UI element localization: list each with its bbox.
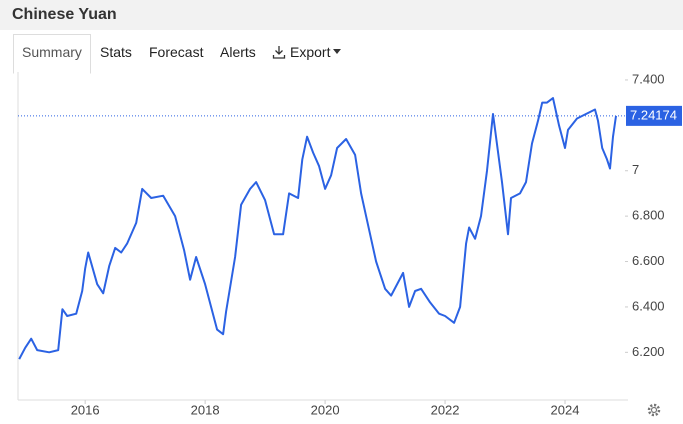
- series-line: [18, 97, 617, 360]
- settings-icon[interactable]: [647, 403, 661, 417]
- last-value-box: [626, 105, 682, 126]
- tab[interactable]: Stats: [100, 44, 132, 60]
- y-tick-label: 6.800: [632, 208, 665, 223]
- y-tick-label: 6.600: [632, 253, 665, 268]
- tab-active-box: [13, 34, 91, 74]
- export-icon: [272, 46, 286, 59]
- tab[interactable]: Alerts: [220, 44, 256, 60]
- x-tick-label: 2018: [191, 402, 220, 417]
- y-tick-label: 7: [632, 162, 639, 177]
- chart: 6.200 6.400 6.600 6.800 7 7.400 2016 2018 2020 20…: [17, 72, 682, 417]
- x-tick-label: 2020: [311, 402, 340, 417]
- y-tick-label: 7.400: [632, 72, 665, 86]
- tab[interactable]: Forecast: [149, 44, 204, 60]
- x-tick-label: 2016: [71, 402, 100, 417]
- tab-bar: Summary Stats Forecast Alerts Export: [0, 34, 683, 74]
- page-title: Chinese Yuan: [12, 6, 117, 23]
- header: Chinese Yuan: [0, 0, 683, 30]
- y-tick-label: 6.400: [632, 298, 665, 313]
- x-tick-label: 2024: [551, 402, 580, 417]
- y-tick-label: 6.200: [632, 344, 665, 359]
- tab[interactable]: Export: [290, 44, 331, 60]
- x-tick-label: 2022: [431, 402, 460, 417]
- tab[interactable]: Summary: [22, 44, 82, 60]
- last-value-label: 7.24174: [630, 107, 677, 122]
- dropdown-caret: [333, 49, 341, 54]
